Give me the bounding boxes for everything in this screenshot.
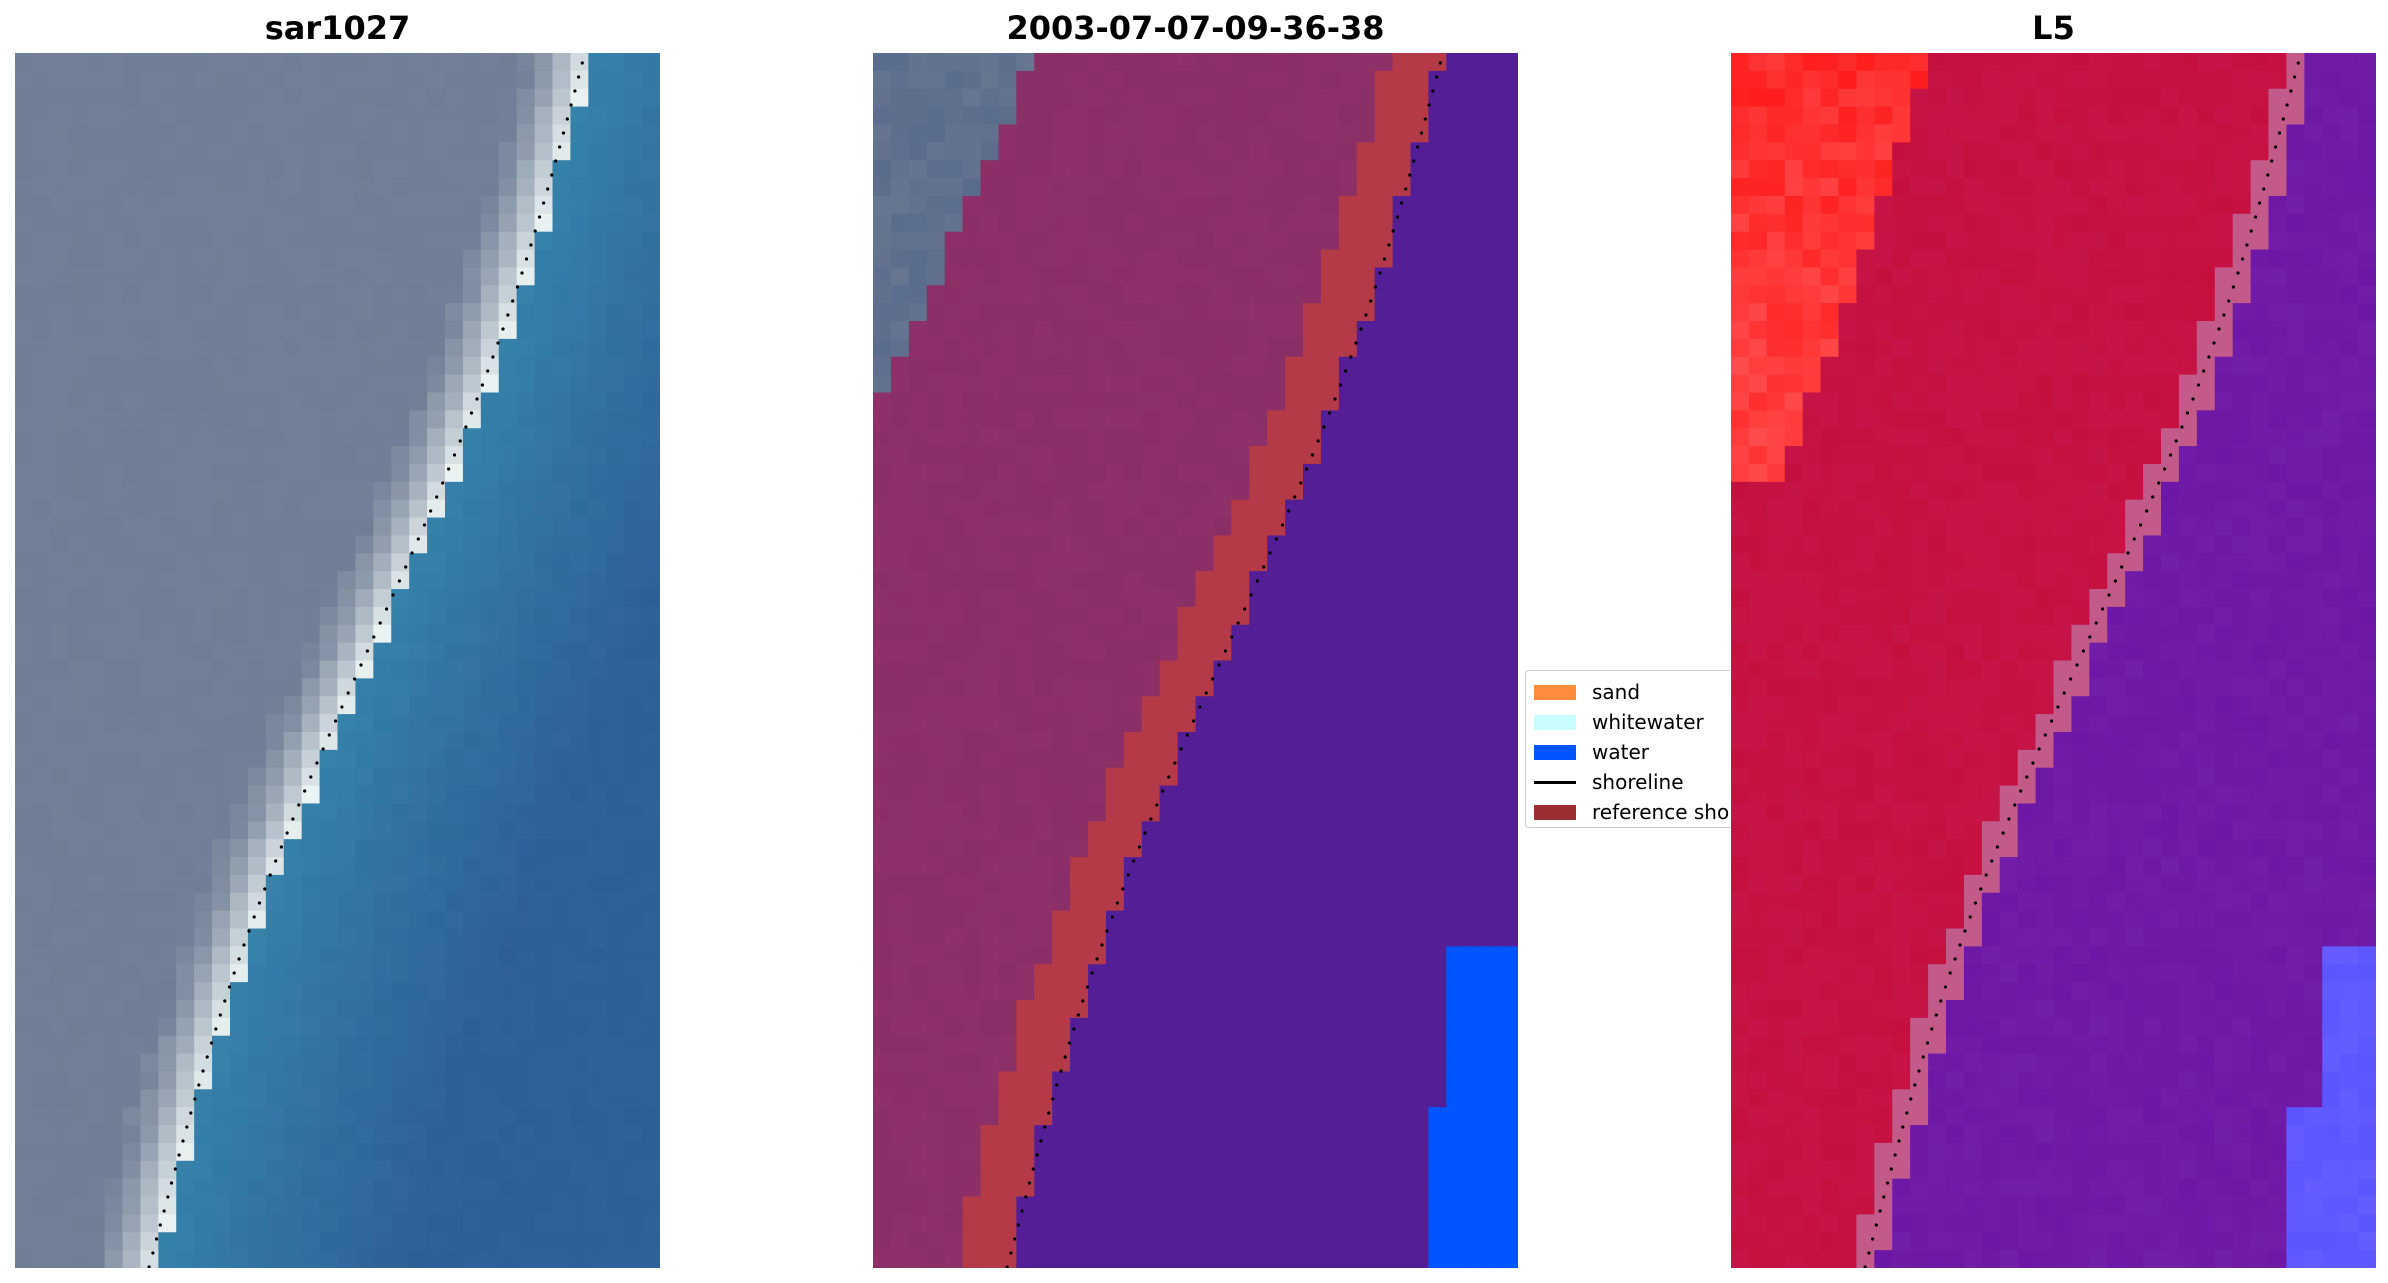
legend-item-sand: sand	[1534, 679, 1640, 705]
legend-label-whitewater: whitewater	[1592, 710, 1704, 734]
classified-image-panel	[873, 53, 1518, 1268]
legend-item-reference-shoreline: reference shoreline buffer	[1534, 799, 1730, 825]
legend-item-water: water	[1534, 739, 1649, 765]
index-image	[1731, 53, 2376, 1268]
panel-title-index: L5	[2032, 9, 2075, 47]
legend-swatch-sand	[1534, 684, 1576, 700]
panel-title-rgb: sar1027	[264, 9, 411, 47]
legend-label-sand: sand	[1592, 680, 1641, 704]
legend-swatch-whitewater	[1534, 714, 1576, 730]
panel-title-classified: 2003-07-07-09-36-38	[1006, 9, 1385, 47]
classified-image	[873, 53, 1518, 1268]
legend: sand whitewater water shoreline referenc…	[1525, 670, 1730, 828]
index-image-panel	[1731, 53, 2376, 1268]
rgb-image-panel	[15, 53, 660, 1268]
rgb-image	[15, 53, 660, 1268]
legend-item-shoreline: shoreline	[1534, 769, 1684, 795]
legend-swatch-reference-shoreline	[1534, 804, 1576, 820]
legend-label-shoreline: shoreline	[1592, 770, 1684, 794]
legend-label-water: water	[1592, 740, 1649, 764]
legend-line-shoreline	[1534, 780, 1576, 784]
legend-item-whitewater: whitewater	[1534, 709, 1704, 735]
legend-label-reference-shoreline: reference shoreline buffer	[1592, 800, 1730, 824]
legend-swatch-water	[1534, 744, 1576, 760]
